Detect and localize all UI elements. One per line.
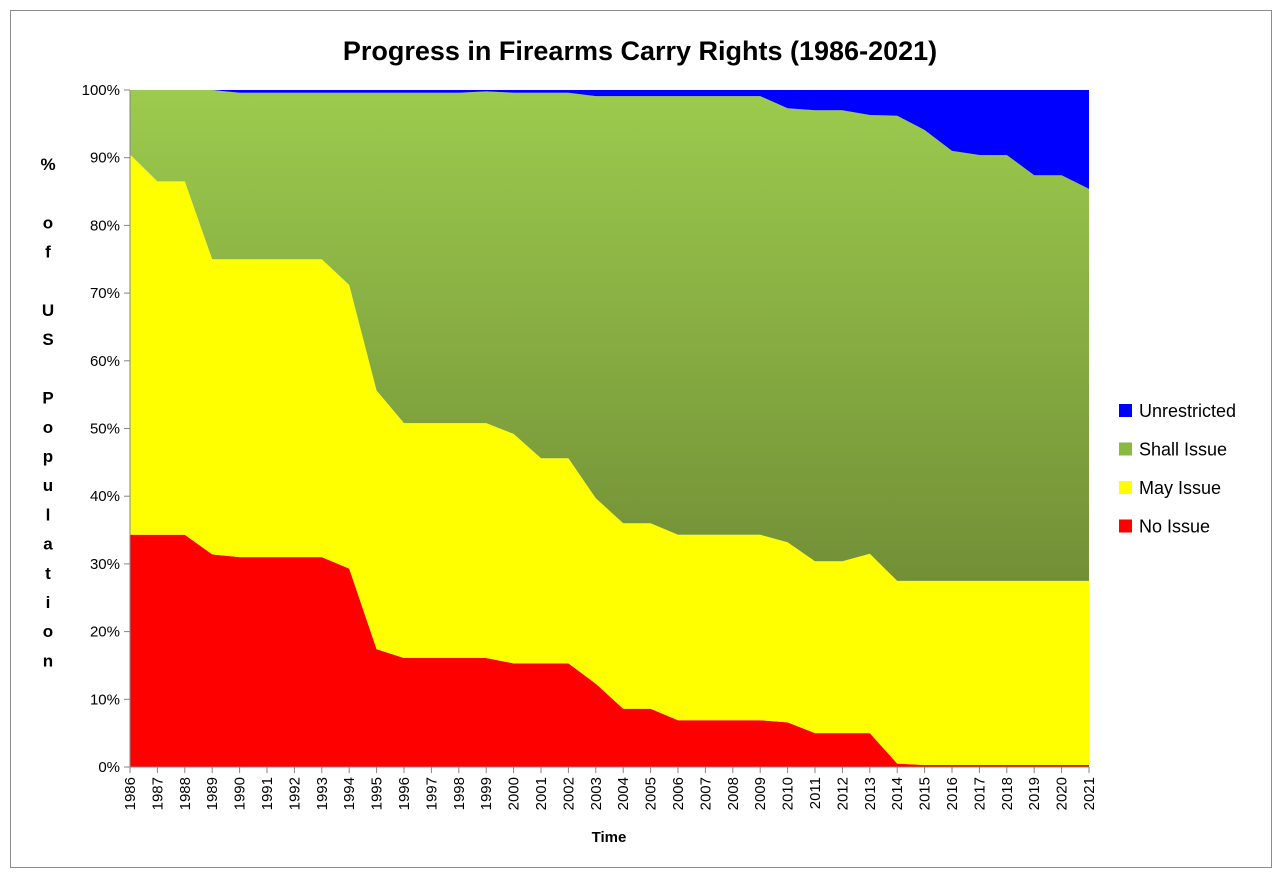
x-tick-label: 2021 <box>1081 777 1098 810</box>
legend-label-shall-issue: Shall Issue <box>1139 440 1227 460</box>
x-tick-label: 1993 <box>314 777 331 810</box>
x-tick-label: 1990 <box>232 777 249 810</box>
axes: 0% 10% 20% 30% 40% 50% 60% 70% 80% 90% 100% 1986 198… <box>82 82 1098 810</box>
legend-swatch-may-issue <box>1119 481 1132 494</box>
x-tick-label: 2014 <box>889 777 906 810</box>
y-tick-label: 30% <box>90 556 120 573</box>
x-tick-label: 2017 <box>971 777 988 810</box>
y-tick-label: 70% <box>90 285 120 302</box>
y-label-char: S <box>42 330 53 349</box>
x-tick-label: 1987 <box>149 777 166 810</box>
y-tick-label: 10% <box>90 691 120 708</box>
x-tick-label: 2020 <box>1054 777 1071 810</box>
y-label-char: i <box>46 593 51 612</box>
y-label-char: % <box>40 155 55 174</box>
y-label-char: P <box>42 389 53 408</box>
x-tick-label: 2009 <box>752 777 769 810</box>
x-tick-label: 1996 <box>396 777 413 810</box>
legend-label-unrestricted: Unrestricted <box>1139 401 1236 421</box>
x-tick-label: 1995 <box>369 777 386 810</box>
area-unrestricted <box>130 90 1089 189</box>
x-tick-label: 1999 <box>478 777 495 810</box>
y-label-char: o <box>43 213 53 232</box>
legend-label-no-issue: No Issue <box>1139 517 1210 537</box>
y-label-char: n <box>43 651 53 670</box>
x-tick-label: 1989 <box>204 777 221 810</box>
x-axis-label: Time <box>592 829 627 846</box>
y-tick-label: 90% <box>90 150 120 167</box>
y-label-char: t <box>45 564 51 583</box>
x-tick-label: 2012 <box>834 777 851 810</box>
y-label-char: p <box>43 447 53 466</box>
x-tick-label: 2016 <box>944 777 961 810</box>
y-label-char: U <box>42 301 54 320</box>
legend-swatch-no-issue <box>1119 519 1132 533</box>
legend-swatch-unrestricted <box>1119 404 1132 417</box>
x-tick-label: 1992 <box>286 777 303 810</box>
x-tick-label: 2011 <box>807 777 824 809</box>
x-tick-label: 2002 <box>560 777 577 810</box>
x-tick-label: 2004 <box>615 777 632 810</box>
area-may-issue <box>130 154 1089 765</box>
y-label-char: u <box>43 476 53 495</box>
area-no-issue <box>130 534 1089 767</box>
x-tick-label: 2008 <box>725 777 742 810</box>
x-tick-label: 2015 <box>917 777 934 810</box>
y-label-char: f <box>45 243 51 262</box>
x-tick-label: 2019 <box>1026 777 1043 810</box>
y-tick-label: 100% <box>82 82 120 99</box>
x-tick-label: 1988 <box>177 777 194 810</box>
y-tick-label: 80% <box>90 217 120 234</box>
x-tick-label: 2003 <box>588 777 605 810</box>
x-tick-label: 2000 <box>506 777 523 810</box>
legend-swatch-shall-issue <box>1119 442 1132 456</box>
x-tick-label: 2005 <box>643 777 660 810</box>
x-tick-label: 1994 <box>341 777 358 810</box>
y-label-char: l <box>46 505 51 524</box>
y-label-char: o <box>43 622 53 641</box>
chart-title: Progress in Firearms Carry Rights (1986-… <box>343 36 937 66</box>
y-tick-label: 60% <box>90 353 120 370</box>
y-tick-label: 50% <box>90 421 120 438</box>
x-tick-label: 1998 <box>451 777 468 810</box>
y-label-char: o <box>43 418 53 437</box>
x-tick-label: 2007 <box>697 777 714 810</box>
x-tick-label: 2013 <box>862 777 879 810</box>
x-tick-label: 1997 <box>423 777 440 810</box>
y-tick-label: 0% <box>98 759 120 776</box>
y-tick-label: 40% <box>90 488 120 505</box>
legend-label-may-issue: May Issue <box>1139 478 1221 498</box>
y-tick-label: 20% <box>90 624 120 641</box>
x-tick-label: 2001 <box>533 777 550 810</box>
area-shall-issue <box>130 90 1089 581</box>
x-tick-label: 2010 <box>780 777 797 810</box>
legend: Unrestricted Shall Issue May Issue No Issue <box>1119 401 1236 537</box>
x-tick-label: 2006 <box>670 777 687 810</box>
area-layers <box>130 90 1089 767</box>
y-label-char: a <box>43 535 53 554</box>
x-tick-label: 2018 <box>999 777 1016 810</box>
x-tick-label: 1991 <box>259 777 276 810</box>
x-tick-label: 1986 <box>122 777 139 810</box>
